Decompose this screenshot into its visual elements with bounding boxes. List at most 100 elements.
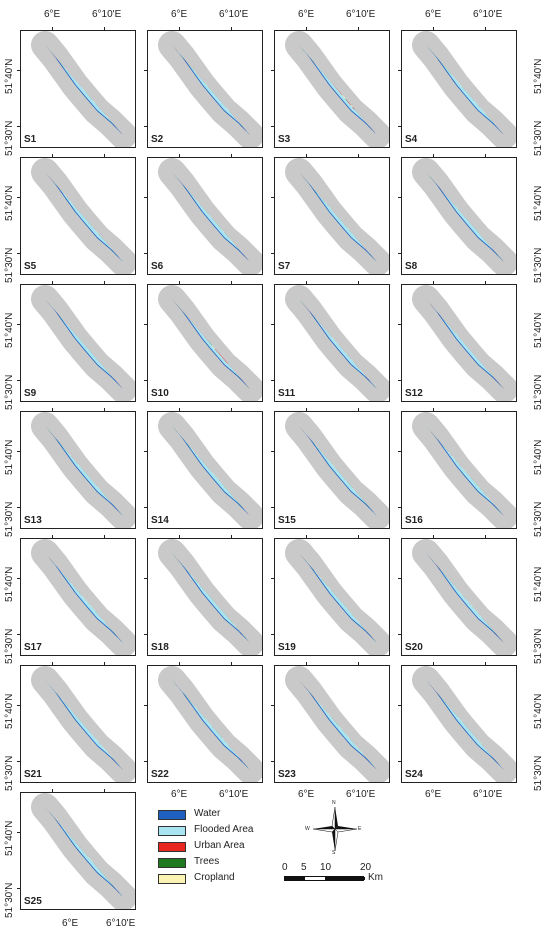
panel-label: S3: [278, 134, 290, 145]
map-tick: [17, 705, 20, 706]
map-panel-s19: S19: [274, 538, 390, 656]
map-tick: [271, 451, 274, 452]
map-tick: [17, 507, 20, 508]
floodplain-map: [31, 666, 135, 782]
lat-label-right: 51°40'N: [533, 59, 544, 94]
map-tick: [398, 324, 401, 325]
lon-label-bottom: 6°E: [62, 918, 78, 929]
floodplain-map: [285, 539, 389, 655]
panel-label: S20: [405, 642, 423, 653]
floodplain-map: [412, 539, 516, 655]
legend-label: Cropland: [194, 872, 235, 883]
cropland-swatch: [158, 874, 186, 884]
map-tick: [485, 408, 486, 411]
map-tick: [104, 27, 105, 30]
map-tick: [17, 451, 20, 452]
floodplain-map: [412, 285, 516, 401]
panel-label: S16: [405, 515, 423, 526]
map-tick: [485, 662, 486, 665]
map-panel-s12: S12: [401, 284, 517, 402]
panel-label: S25: [24, 896, 42, 907]
map-tick: [358, 408, 359, 411]
map-tick: [231, 154, 232, 157]
river-water-line: [172, 45, 250, 135]
map-tick: [52, 154, 53, 157]
water-swatch: [158, 810, 186, 820]
map-panel-s14: S14: [147, 411, 263, 529]
lat-label-left: 51°40'N: [4, 313, 15, 348]
map-tick: [485, 154, 486, 157]
scale-tick-20: 20: [360, 862, 371, 873]
floodplain-map: [285, 285, 389, 401]
map-tick: [398, 705, 401, 706]
map-panel-s23: S23: [274, 665, 390, 783]
lat-label-left: 51°30'N: [4, 121, 15, 156]
panel-label: S18: [151, 642, 169, 653]
flooded-area-swatch: [158, 826, 186, 836]
map-tick: [358, 154, 359, 157]
map-tick: [271, 70, 274, 71]
map-tick: [271, 197, 274, 198]
map-tick: [144, 253, 147, 254]
panel-label: S24: [405, 769, 423, 780]
floodplain-map: [412, 666, 516, 782]
map-tick: [144, 324, 147, 325]
panel-label: S5: [24, 261, 36, 272]
compass-rose-icon: [312, 806, 358, 852]
map-panel-s15: S15: [274, 411, 390, 529]
map-tick: [104, 408, 105, 411]
map-tick: [398, 253, 401, 254]
floodplain-map: [158, 31, 262, 147]
map-tick: [17, 253, 20, 254]
map-tick: [306, 535, 307, 538]
map-panel-s21: S21: [20, 665, 136, 783]
compass-east-label: E: [358, 826, 361, 832]
map-tick: [17, 324, 20, 325]
compass-north-label: N: [332, 800, 336, 806]
map-panel-s2: S2: [147, 30, 263, 148]
map-tick: [17, 70, 20, 71]
panel-label: S21: [24, 769, 42, 780]
map-tick: [485, 535, 486, 538]
lon-label-top: 6°10'E: [219, 9, 248, 20]
floodplain-map: [31, 412, 135, 528]
panel-label: S11: [278, 388, 295, 399]
map-tick: [144, 451, 147, 452]
lon-label-top: 6°10'E: [346, 9, 375, 20]
panel-label: S12: [405, 388, 423, 399]
map-tick: [17, 832, 20, 833]
lon-label-top: 6°E: [44, 9, 60, 20]
map-tick: [144, 705, 147, 706]
map-tick: [17, 761, 20, 762]
map-tick: [179, 27, 180, 30]
map-panel-s11: S11: [274, 284, 390, 402]
map-tick: [271, 507, 274, 508]
lat-label-left: 51°40'N: [4, 186, 15, 221]
floodplain-map: [31, 539, 135, 655]
lat-label-right: 51°30'N: [533, 756, 544, 791]
river-water-line: [172, 172, 250, 262]
map-tick: [52, 27, 53, 30]
map-tick: [52, 281, 53, 284]
map-tick: [271, 126, 274, 127]
map-tick: [231, 662, 232, 665]
map-panel-s18: S18: [147, 538, 263, 656]
urban-area-swatch: [158, 842, 186, 852]
scale-tick-10: 10: [320, 862, 331, 873]
lat-label-right: 51°30'N: [533, 248, 544, 283]
map-tick: [144, 634, 147, 635]
map-tick: [271, 634, 274, 635]
lat-label-left: 51°40'N: [4, 440, 15, 475]
map-tick: [433, 662, 434, 665]
map-panel-s1: S1: [20, 30, 136, 148]
panel-label: S9: [24, 388, 36, 399]
lon-label-bottom: 6°10'E: [346, 789, 375, 800]
map-tick: [104, 789, 105, 792]
map-tick: [485, 27, 486, 30]
floodplain-map: [31, 158, 135, 274]
lat-label-left: 51°30'N: [4, 756, 15, 791]
floodplain-map: [158, 666, 262, 782]
floodplain-map: [31, 793, 135, 909]
map-tick: [104, 662, 105, 665]
lon-label-bottom: 6°E: [171, 789, 187, 800]
